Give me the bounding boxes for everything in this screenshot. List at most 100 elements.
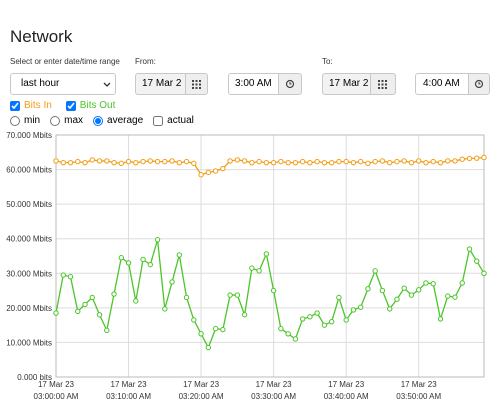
data-point bbox=[263, 251, 270, 257]
mode-radio[interactable] bbox=[93, 115, 104, 126]
range-label: Select or enter date/time range bbox=[10, 57, 120, 66]
data-point bbox=[104, 158, 110, 164]
data-point bbox=[350, 159, 357, 166]
data-point bbox=[401, 285, 407, 291]
data-point bbox=[357, 158, 364, 165]
data-point bbox=[256, 158, 262, 165]
calendar-button[interactable] bbox=[370, 73, 396, 95]
data-point bbox=[176, 252, 183, 258]
data-point bbox=[365, 286, 371, 292]
data-point bbox=[423, 159, 429, 166]
data-point bbox=[365, 160, 371, 167]
clock-icon bbox=[474, 79, 484, 89]
data-point bbox=[111, 291, 117, 297]
data-point bbox=[292, 159, 299, 166]
y-tick-label: 10.000 Mbits bbox=[6, 338, 52, 347]
toggle-bits-in[interactable] bbox=[10, 100, 20, 111]
data-point bbox=[133, 159, 139, 166]
data-point bbox=[321, 322, 328, 328]
x-tick-label: 03:30:00 AM bbox=[251, 392, 296, 401]
data-point bbox=[408, 292, 415, 298]
data-point bbox=[270, 159, 277, 166]
x-tick-label: 17 Mar 23 bbox=[111, 380, 148, 389]
data-point bbox=[278, 158, 284, 165]
data-point bbox=[401, 158, 407, 164]
data-point bbox=[133, 298, 139, 304]
data-point bbox=[104, 327, 110, 334]
data-point bbox=[183, 158, 190, 165]
data-point bbox=[162, 306, 168, 312]
x-tick-label: 03:40:00 AM bbox=[324, 392, 369, 401]
data-point bbox=[445, 293, 451, 299]
data-point bbox=[162, 158, 168, 165]
data-point bbox=[96, 312, 103, 318]
data-point bbox=[394, 158, 400, 165]
from-label: From: bbox=[135, 57, 156, 66]
from-date[interactable]: 17 Mar 2 bbox=[135, 73, 186, 95]
data-point bbox=[466, 246, 473, 252]
mode-radio[interactable] bbox=[10, 115, 20, 126]
y-tick-label: 60.000 Mbits bbox=[6, 166, 52, 175]
y-tick-label: 70.000 Mbits bbox=[6, 131, 52, 140]
data-point bbox=[278, 325, 284, 332]
data-point bbox=[394, 296, 400, 302]
to-date[interactable]: 17 Mar 2 bbox=[322, 73, 371, 95]
data-point bbox=[437, 316, 444, 322]
data-point bbox=[249, 159, 255, 166]
preset-value: last hour bbox=[21, 78, 60, 89]
data-point bbox=[111, 159, 117, 166]
data-point bbox=[154, 237, 161, 243]
data-point bbox=[336, 294, 342, 301]
data-point bbox=[191, 160, 197, 167]
data-point bbox=[125, 158, 132, 165]
data-point bbox=[220, 165, 226, 172]
calendar-icon bbox=[378, 80, 387, 89]
actual-checkbox[interactable] bbox=[153, 115, 164, 126]
preset-select[interactable]: last hour bbox=[10, 73, 116, 95]
data-point bbox=[285, 159, 291, 166]
data-point bbox=[140, 256, 146, 263]
data-point bbox=[234, 157, 241, 163]
data-point bbox=[67, 159, 74, 166]
toggle-bits-out[interactable] bbox=[65, 100, 76, 111]
mode-radio[interactable] bbox=[50, 115, 61, 126]
data-point bbox=[292, 336, 299, 342]
data-point bbox=[205, 169, 212, 176]
data-point bbox=[372, 268, 378, 274]
x-tick-label: 03:20:00 AM bbox=[179, 392, 224, 401]
data-point bbox=[372, 158, 378, 165]
x-tick-label: 17 Mar 23 bbox=[328, 380, 365, 389]
data-point bbox=[96, 158, 103, 164]
data-point bbox=[445, 158, 451, 164]
x-tick-label: 03:00:00 AM bbox=[34, 392, 79, 401]
clock-icon bbox=[285, 79, 295, 89]
y-tick-label: 20.000 Mbits bbox=[6, 304, 52, 313]
data-point bbox=[314, 158, 320, 165]
data-point bbox=[82, 301, 88, 308]
data-point bbox=[408, 159, 415, 166]
data-point bbox=[227, 158, 233, 164]
data-point bbox=[241, 158, 248, 164]
data-point bbox=[430, 158, 436, 165]
data-point bbox=[53, 310, 59, 316]
x-tick-label: 17 Mar 23 bbox=[38, 380, 75, 389]
plot-border bbox=[55, 134, 485, 378]
data-point bbox=[430, 280, 436, 287]
data-point bbox=[343, 317, 349, 323]
x-tick-label: 03:50:00 AM bbox=[396, 392, 441, 401]
calendar-button[interactable] bbox=[185, 73, 208, 95]
data-point bbox=[452, 158, 458, 164]
data-point bbox=[118, 160, 124, 167]
series-label: Bits In bbox=[24, 100, 52, 111]
data-point bbox=[299, 316, 306, 322]
series-toggles: Bits In Bits Out bbox=[10, 100, 115, 111]
data-point bbox=[270, 287, 277, 294]
data-point bbox=[125, 260, 132, 266]
data-point bbox=[256, 268, 262, 274]
clock-button[interactable] bbox=[468, 73, 490, 95]
data-point bbox=[336, 158, 342, 165]
clock-button[interactable] bbox=[278, 73, 302, 95]
series-label: Bits Out bbox=[79, 100, 116, 111]
data-point bbox=[82, 159, 88, 166]
